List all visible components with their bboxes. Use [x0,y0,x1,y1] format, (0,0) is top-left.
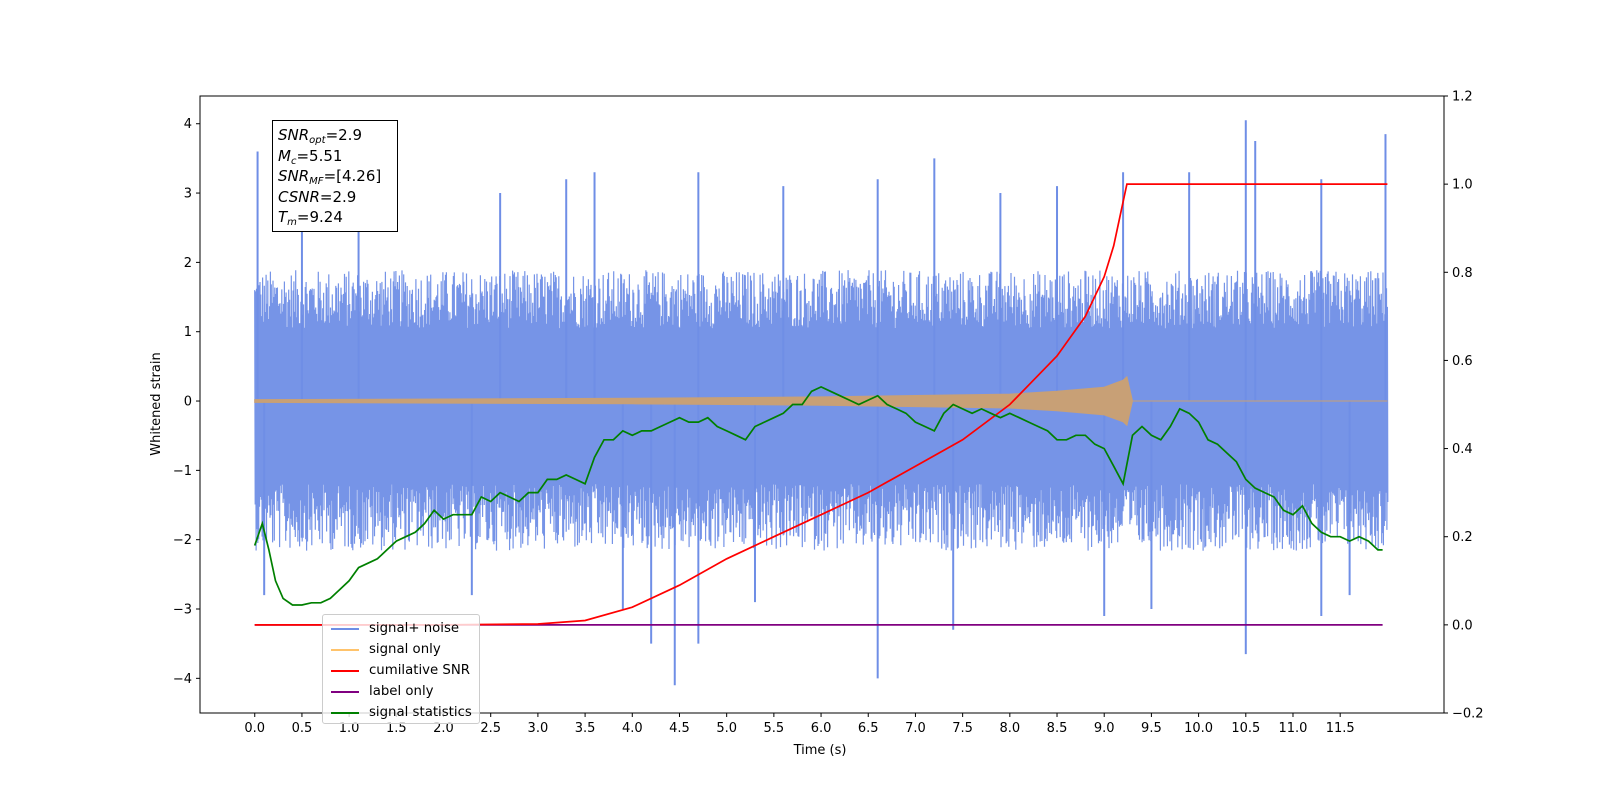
series-cumilative-SNR [254,183,1388,626]
y-axis-left: −4 −3 −2 −1 0 1 2 3 4 [173,117,200,687]
legend-swatch [331,669,359,672]
x-tick-label: 9.5 [1141,721,1162,736]
x-tick-label: 1.0 [339,721,360,736]
x-tick-label: 3.0 [528,721,549,736]
x-tick-label: 3.5 [575,721,596,736]
series-signal-only [254,375,1388,427]
x-axis: 0.0 0.5 1.0 1.5 2.0 2.5 3.0 3.5 4.0 4.5 5.0 5.5 6.0 6… [244,713,1355,736]
stat-csnr: CSNR=2.9 [278,187,357,206]
y2-tick-label: 0.2 [1452,530,1473,545]
y-tick-label: −1 [173,464,192,479]
legend-swatch [331,627,359,630]
x-tick-label: 0.5 [292,721,313,736]
stats-annotation-box: SNRopt=2.9 Mc=5.51 SNRMF=[4.26] CSNR=2.9… [272,120,398,232]
x-tick-label: 11.5 [1326,721,1355,736]
legend-swatch [331,690,359,693]
plot-area [253,120,1389,686]
y-tick-label: 1 [184,325,192,340]
stat-tm: Tm=9.24 [278,208,343,228]
x-tick-label: 9.0 [1094,721,1115,736]
axes-frame [199,95,1445,714]
y-axis-label: Whitened strain [149,352,164,455]
x-axis-label: Time (s) [793,743,847,758]
series-signal-statistics [253,385,1383,606]
x-tick-label: 2.5 [480,721,501,736]
y2-tick-label: 1.2 [1452,90,1473,105]
x-tick-label: 2.0 [433,721,454,736]
x-tick-label: 8.0 [999,721,1020,736]
y2-tick-label: 0.8 [1452,266,1473,281]
legend-item-signal-only: signal only [327,639,479,660]
x-tick-label: 8.5 [1047,721,1068,736]
x-tick-label: 10.0 [1184,721,1213,736]
x-tick-label: 10.5 [1231,721,1260,736]
x-tick-label: 6.0 [811,721,832,736]
legend-swatch [331,648,359,651]
y-tick-label: 2 [184,256,192,271]
x-tick-label: 5.0 [716,721,737,736]
x-tick-label: 4.0 [622,721,643,736]
y2-tick-label: −0.2 [1452,707,1484,722]
y2-tick-label: 1.0 [1452,178,1473,193]
y2-tick-label: 0.4 [1452,442,1473,457]
x-tick-label: 11.0 [1279,721,1308,736]
y-tick-label: −4 [173,672,192,687]
legend: signal+ noise signal only cumilative SNR… [322,614,480,724]
legend-item-label-only: label only [327,681,479,702]
series-signal-noise-band [254,270,1389,551]
x-tick-label: 0.0 [244,721,265,736]
x-tick-label: 7.0 [905,721,926,736]
legend-item-signal-noise: signal+ noise [327,618,479,639]
y2-tick-label: 0.0 [1452,618,1473,633]
stat-snr-opt: SNRopt=2.9 [278,126,362,146]
y-tick-label: 0 [184,395,192,410]
legend-item-signal-statistics: signal statistics [327,702,479,723]
x-tick-label: 1.5 [386,721,407,736]
x-tick-label: 7.5 [952,721,973,736]
y-axis-right: −0.2 0.0 0.2 0.4 0.6 0.8 1.0 1.2 [1444,90,1484,722]
x-tick-label: 5.5 [764,721,785,736]
stat-snr-mf: SNRMF=[4.26] [278,167,382,187]
y2-tick-label: 0.6 [1452,354,1473,369]
y-tick-label: −3 [173,603,192,618]
x-tick-label: 6.5 [858,721,879,736]
legend-swatch [331,711,359,714]
legend-item-cumulative-snr: cumilative SNR [327,660,479,681]
y-tick-label: −2 [173,533,192,548]
y-tick-label: 3 [184,187,192,202]
stat-mc: Mc=5.51 [278,146,343,167]
y-tick-label: 4 [184,117,192,132]
x-tick-label: 4.5 [669,721,690,736]
